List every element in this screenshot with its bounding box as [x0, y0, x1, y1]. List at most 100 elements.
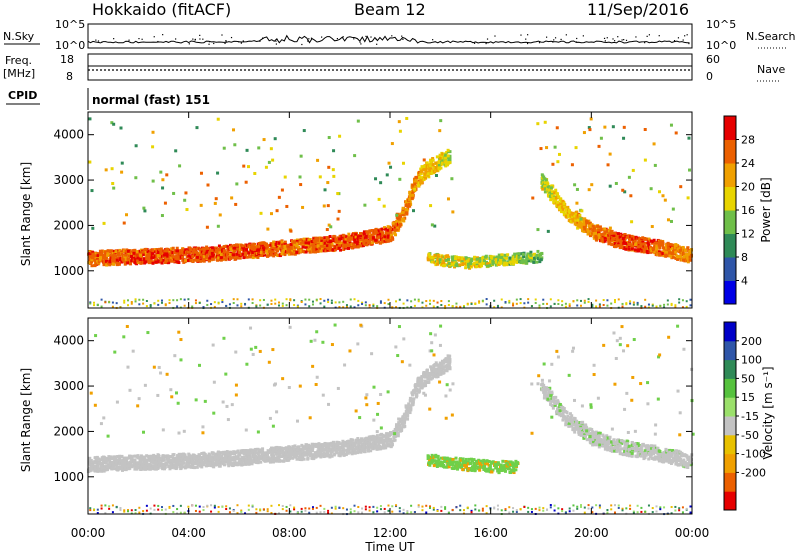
data-cell [302, 457, 306, 461]
data-cell [652, 142, 656, 146]
data-cell [329, 239, 333, 243]
data-cell [493, 299, 496, 302]
data-cell [455, 302, 458, 305]
data-cell [478, 264, 482, 268]
data-cell [142, 457, 146, 461]
data-cell [361, 301, 364, 304]
data-cell [391, 227, 395, 231]
data-cell [141, 250, 145, 254]
data-cell [125, 255, 129, 259]
data-cell [150, 466, 154, 470]
data-cell [450, 255, 454, 259]
data-cell [597, 233, 601, 237]
data-cell [142, 258, 146, 262]
data-cell [538, 304, 541, 307]
data-cell [110, 462, 114, 466]
data-cell [441, 159, 445, 163]
data-cell [467, 265, 471, 269]
data-cell [118, 251, 122, 255]
data-cell [169, 463, 173, 467]
data-cell [570, 163, 574, 167]
data-cell [149, 304, 152, 307]
nsearch-point [658, 35, 660, 37]
data-cell [426, 172, 430, 176]
data-cell [196, 247, 200, 251]
data-cell [308, 298, 311, 301]
data-cell [426, 256, 430, 260]
data-cell [150, 254, 154, 258]
data-cell [121, 253, 125, 257]
data-cell [202, 460, 206, 464]
data-cell [376, 305, 379, 308]
data-cell [91, 467, 95, 471]
data-cell [568, 210, 572, 214]
data-cell [460, 256, 464, 260]
data-cell [259, 448, 263, 452]
data-cell [236, 457, 240, 461]
data-cell [133, 454, 137, 458]
data-cell [309, 451, 313, 455]
data-cell [588, 128, 592, 132]
data-cell [319, 298, 322, 301]
nsearch-point [613, 40, 616, 42]
data-cell [440, 300, 443, 303]
data-cell [219, 258, 223, 262]
data-cell [142, 252, 146, 256]
data-cell [574, 211, 578, 215]
data-cell [408, 193, 412, 197]
data-cell [139, 255, 143, 259]
data-cell [641, 240, 645, 244]
data-cell [250, 243, 254, 247]
data-cell [156, 260, 160, 264]
data-cell [362, 232, 366, 236]
data-cell [529, 256, 533, 260]
nsearch-point [552, 41, 554, 43]
data-cell [124, 463, 128, 467]
power-y-tick-label: 1000 [53, 264, 84, 278]
data-cell [644, 237, 648, 241]
data-cell [270, 302, 273, 305]
data-cell [157, 463, 161, 467]
data-cell [99, 255, 103, 259]
data-cell [182, 461, 186, 465]
data-cell [587, 188, 591, 192]
data-cell [242, 248, 246, 252]
data-cell [247, 251, 251, 255]
data-cell [496, 304, 499, 307]
data-cell [429, 302, 432, 305]
data-cell [203, 248, 207, 252]
nsearch-point [208, 43, 210, 45]
data-cell [261, 447, 265, 451]
data-cell [283, 253, 287, 257]
data-cell [124, 257, 128, 261]
data-cell [464, 257, 468, 261]
data-cell [143, 209, 147, 213]
data-cell [686, 260, 690, 264]
nsearch-point [553, 39, 555, 41]
data-cell [255, 253, 259, 257]
data-cell [405, 116, 409, 120]
data-cell [541, 187, 545, 191]
data-cell [171, 453, 175, 457]
data-cell [607, 238, 611, 242]
data-cell [432, 305, 435, 308]
power-colorbar-tick-label: 28 [741, 134, 755, 147]
data-cell [277, 241, 281, 245]
data-cell [585, 220, 589, 224]
data-cell [627, 247, 631, 251]
data-cell [610, 242, 614, 246]
data-cell [630, 247, 634, 251]
data-cell [663, 306, 666, 309]
data-cell [214, 255, 218, 259]
data-cell [112, 186, 116, 190]
data-cell [653, 241, 657, 245]
data-cell [259, 211, 263, 215]
data-cell [99, 466, 103, 470]
data-cell [182, 465, 186, 469]
data-cell [564, 208, 568, 212]
data-cell [232, 128, 236, 132]
data-cell [462, 262, 466, 266]
data-cell [668, 252, 672, 256]
data-cell [285, 298, 288, 301]
data-cell [387, 230, 391, 234]
